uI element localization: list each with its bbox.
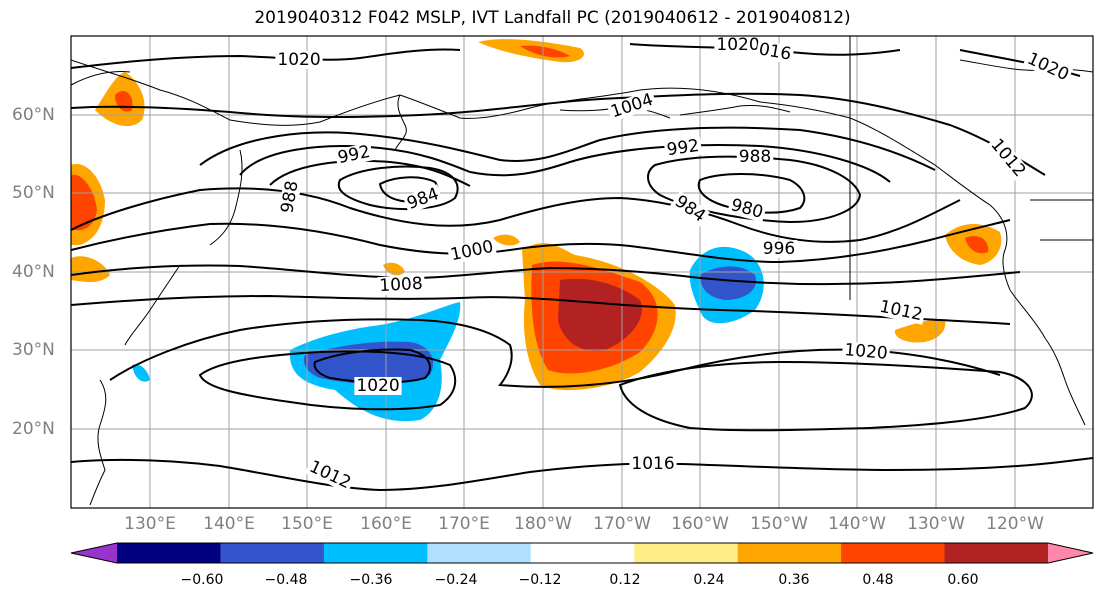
- colorbar: [70, 542, 1094, 564]
- lon-label-160w: 160°W: [671, 514, 729, 534]
- lon-label-140e: 140°E: [203, 514, 255, 534]
- contour-label-bg: [402, 184, 444, 214]
- contour-label-bg: [334, 142, 374, 168]
- contour-label: 1000: [447, 237, 497, 265]
- contour-label-bg: [447, 237, 497, 265]
- colorbar-segment: [841, 543, 946, 563]
- contour-label: 1020: [354, 376, 402, 396]
- contour-label: 1020: [841, 340, 891, 364]
- contour-label-bg: [354, 377, 402, 395]
- colorbar-outline: [70, 542, 1094, 564]
- contour-label: 1008: [376, 274, 426, 296]
- contour-label-bg: [841, 340, 891, 364]
- contour-label-bg: [663, 136, 703, 160]
- lon-label-130w: 130°W: [907, 514, 965, 534]
- ivt-negative-region-east: [689, 246, 764, 324]
- colorbar-segment: [323, 543, 428, 563]
- contour-label-bg: [876, 297, 926, 325]
- lon-label-140w: 140°W: [828, 514, 886, 534]
- colorbar-label: −0.48: [264, 572, 308, 588]
- contour-label-bg: [376, 274, 426, 296]
- contour-label-text: 1020: [844, 340, 889, 364]
- lon-label-130e: 130°E: [124, 514, 176, 534]
- contour-label-bg: [985, 134, 1031, 182]
- contour-label: 1020: [714, 35, 762, 55]
- contour-label-bg: [304, 456, 356, 494]
- contour-label-text: 1016: [631, 454, 674, 474]
- colorbar-segment: [634, 543, 739, 563]
- contour-label-text: 1008: [379, 274, 423, 296]
- contour-label-text: 1020: [716, 35, 759, 55]
- colorbar-label: 0.12: [609, 572, 641, 588]
- lat-label-50n: 50°N: [12, 183, 55, 203]
- colorbar-label: 0.36: [778, 572, 810, 588]
- contour-label-bg: [629, 455, 677, 473]
- colorbar-label: −0.12: [518, 572, 562, 588]
- lat-label-30n: 30°N: [12, 340, 55, 360]
- contour-label-bg: [275, 51, 323, 69]
- colorbar-segment: [117, 543, 221, 563]
- colorbar-label: −0.24: [434, 572, 478, 588]
- contour-label-text: 996: [763, 239, 795, 259]
- contour-label-bg: [727, 195, 767, 223]
- lat-label-60n: 60°N: [12, 105, 55, 125]
- contour-label-bg: [277, 177, 303, 217]
- colorbar-segment: [220, 543, 325, 563]
- contour-label: 1016: [629, 454, 677, 474]
- lon-label-150e: 150°E: [281, 514, 333, 534]
- colorbar-label: −0.36: [349, 572, 393, 588]
- colorbar-segment: [530, 543, 635, 563]
- lon-label-170e: 170°E: [438, 514, 490, 534]
- contour-label-bg: [755, 39, 795, 65]
- ivt-positive-region-central: [522, 243, 676, 391]
- colorbar-segment: [427, 543, 532, 563]
- contour-label: 992: [663, 136, 703, 160]
- contour-label-text: 1020: [277, 50, 320, 70]
- lon-label-150w: 150°W: [750, 514, 808, 534]
- map-grid: [71, 36, 1093, 508]
- colorbar-extend-min: [71, 543, 117, 563]
- lon-label-160e: 160°E: [360, 514, 412, 534]
- ivt-positive-region-small: [71, 39, 1002, 382]
- contour-label-bg: [714, 36, 762, 54]
- colorbar-label: −0.60: [180, 572, 224, 588]
- lat-label-20n: 20°N: [12, 419, 55, 439]
- contour-label: 1020: [275, 50, 323, 70]
- contour-label-text: 992: [666, 136, 701, 160]
- contour-label-text: 988: [739, 147, 771, 167]
- lat-label-40n: 40°N: [12, 262, 55, 282]
- contour-label-bg: [1022, 48, 1074, 86]
- contour-label: 984: [402, 184, 444, 214]
- colorbar-segment: [944, 543, 1049, 563]
- contour-label-bg: [760, 240, 798, 258]
- contour-label-bg: [736, 148, 774, 166]
- map-frame: [70, 35, 1094, 509]
- contour-label: 988: [736, 147, 774, 167]
- contour-label-bg: [669, 191, 711, 227]
- colorbar-segment: [737, 543, 842, 563]
- page-title: 2019040312 F042 MSLP, IVT Landfall PC (2…: [254, 8, 851, 28]
- colorbar-extend-max: [1048, 543, 1093, 563]
- lon-label-180w: 180°W: [514, 514, 572, 534]
- colorbar-label: 0.48: [862, 572, 894, 588]
- lon-label-120w: 120°W: [986, 514, 1044, 534]
- contour-label-bg: [606, 90, 658, 122]
- contour-label-text: 1020: [356, 376, 399, 396]
- contour-label: 996: [760, 239, 798, 259]
- colorbar-label: 0.24: [693, 572, 725, 588]
- colorbar-label: 0.60: [947, 572, 979, 588]
- lon-label-170w: 170°W: [593, 514, 651, 534]
